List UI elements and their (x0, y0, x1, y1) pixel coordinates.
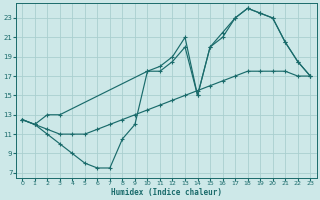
X-axis label: Humidex (Indice chaleur): Humidex (Indice chaleur) (111, 188, 222, 197)
